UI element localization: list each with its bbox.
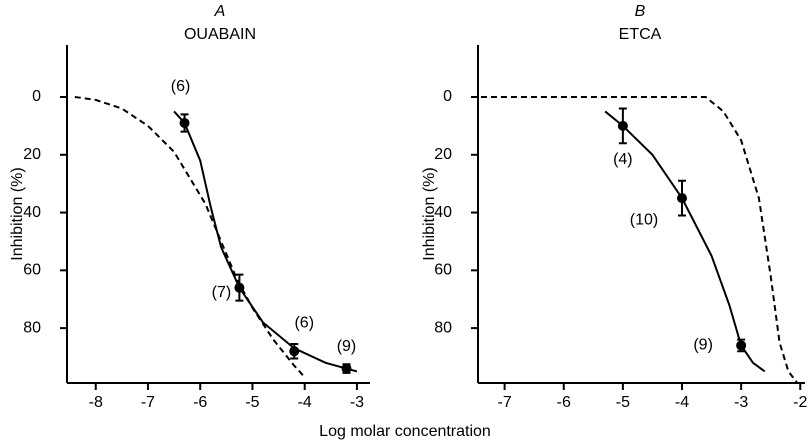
- point-label: (10): [630, 211, 658, 228]
- x-tick-label: -3: [734, 394, 748, 411]
- y-tick-label: 60: [23, 262, 41, 279]
- y-tick-label: 40: [23, 204, 41, 221]
- panel-letter: A: [214, 3, 226, 20]
- x-tick-label: -3: [350, 394, 364, 411]
- panel-letter: B: [635, 3, 646, 20]
- x-axis-label: Log molar concentration: [319, 423, 491, 440]
- y-tick-label: 40: [434, 204, 452, 221]
- x-tick-label: -6: [557, 394, 571, 411]
- y-tick-label: 80: [23, 319, 41, 336]
- panel-title: OUABAIN: [184, 26, 256, 43]
- y-axis-label: Inhibition (%): [421, 167, 438, 260]
- x-tick-label: -2: [793, 394, 807, 411]
- point-label: (9): [337, 338, 357, 355]
- y-tick-label: 60: [434, 262, 452, 279]
- y-tick-label: 0: [443, 88, 452, 105]
- x-tick-label: -5: [616, 394, 630, 411]
- point-label: (9): [693, 337, 713, 354]
- x-tick-label: -7: [141, 394, 155, 411]
- fitted-curve: [604, 110, 766, 373]
- x-tick-label: -5: [245, 394, 259, 411]
- x-tick-label: -4: [675, 394, 689, 411]
- point-label: (6): [171, 78, 191, 95]
- x-tick-label: -8: [89, 394, 103, 411]
- y-tick-label: 20: [23, 146, 41, 163]
- y-tick-label: 80: [434, 319, 452, 336]
- y-axis-label: Inhibition (%): [9, 167, 26, 260]
- point-label: (7): [212, 284, 232, 301]
- dashed-curve: [74, 96, 306, 378]
- x-tick-label: -6: [193, 394, 207, 411]
- y-tick-label: 0: [32, 88, 41, 105]
- y-tick-label: 20: [434, 146, 452, 163]
- x-tick-label: -7: [497, 394, 511, 411]
- dashed-curve: [480, 96, 799, 384]
- point-label: (6): [294, 314, 314, 331]
- fitted-curve: [173, 110, 358, 373]
- x-tick-label: -4: [298, 394, 312, 411]
- point-label: (4): [613, 151, 633, 168]
- panel-title: ETCA: [619, 26, 662, 43]
